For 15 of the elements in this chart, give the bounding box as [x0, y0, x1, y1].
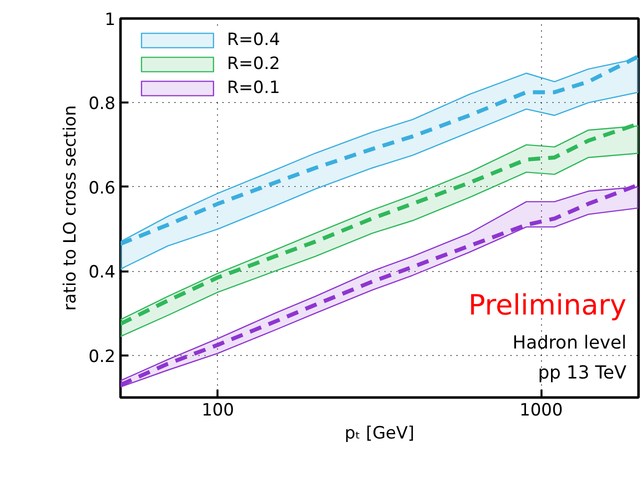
y-tick-label: 0.4 [88, 262, 116, 283]
annotation: Hadron level [512, 332, 627, 354]
y-tick-label: 0.8 [88, 94, 116, 114]
x-tick-label: 100 [202, 400, 234, 420]
y-tick-label: 1 [104, 10, 116, 30]
legend-label: R=0.1 [227, 78, 280, 98]
x-tick-label: 1000 [520, 400, 563, 420]
annotation: Preliminary [468, 288, 627, 322]
annotation: pp 13 TeV [538, 362, 628, 384]
y-tick-label: 0.2 [88, 346, 116, 367]
y-tick-label: 0.6 [88, 178, 116, 198]
legend-label: R=0.2 [227, 54, 280, 74]
y-axis-title: ratio to LO cross section [60, 105, 80, 311]
x-axis-title: pₜ [GeV] [344, 424, 414, 444]
legend-label: R=0.4 [227, 30, 280, 50]
